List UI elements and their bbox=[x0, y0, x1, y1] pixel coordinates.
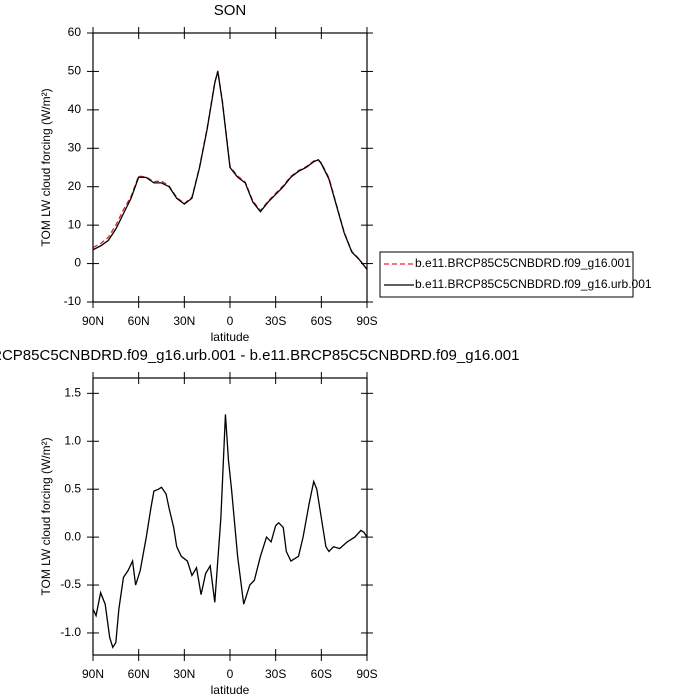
data-line bbox=[93, 71, 367, 270]
y-tick-label: 20 bbox=[68, 179, 82, 193]
y-tick-label: -0.5 bbox=[60, 577, 81, 591]
x-tick-label: 90S bbox=[356, 667, 377, 681]
x-axis-label: latitude bbox=[211, 683, 250, 697]
legend-label: b.e11.BRCP85C5CNBDRD.f09_g16.urb.001 bbox=[415, 277, 652, 291]
y-tick-label: -1.0 bbox=[60, 625, 81, 639]
x-tick-label: 60S bbox=[311, 314, 332, 328]
panel: SON latitude TOM LW cloud forcing (W/m²) -1… bbox=[39, 2, 652, 344]
plot-frame bbox=[92, 32, 368, 303]
y-axis-label: TOM LW cloud forcing (W/m²) bbox=[39, 88, 53, 246]
x-tick-label: 60N bbox=[128, 667, 150, 681]
chart-title: b.e11.BRCP85C5CNBDRD.f09_g16.urb.001 - b… bbox=[0, 347, 519, 364]
x-tick-label: 0 bbox=[227, 314, 234, 328]
x-tick-label: 90N bbox=[82, 667, 104, 681]
y-tick-label: 10 bbox=[68, 217, 82, 231]
y-tick-label: 30 bbox=[68, 140, 82, 154]
chart-title: SON bbox=[214, 2, 247, 19]
y-tick-label: 1.0 bbox=[64, 433, 81, 447]
x-tick-label: 30S bbox=[265, 314, 286, 328]
y-tick-label: 0.5 bbox=[64, 481, 81, 495]
y-axis-label: TOM LW cloud forcing (W/m²) bbox=[39, 437, 53, 595]
y-tick-label: 60 bbox=[68, 25, 82, 39]
plot-frame bbox=[92, 377, 368, 656]
y-tick-label: 40 bbox=[68, 102, 82, 116]
x-tick-label: 30N bbox=[173, 314, 195, 328]
x-tick-label: 90N bbox=[82, 314, 104, 328]
y-tick-label: 50 bbox=[68, 64, 82, 78]
legend-box bbox=[379, 251, 634, 298]
x-axis-label: latitude bbox=[211, 330, 250, 344]
x-tick-label: 30S bbox=[265, 667, 286, 681]
panel: b.e11.BRCP85C5CNBDRD.f09_g16.urb.001 - b… bbox=[0, 347, 519, 697]
x-tick-label: 60N bbox=[128, 314, 150, 328]
y-tick-label: 1.5 bbox=[64, 386, 81, 400]
x-tick-label: 90S bbox=[356, 314, 377, 328]
y-tick-label: -10 bbox=[64, 294, 82, 308]
x-tick-label: 0 bbox=[227, 667, 234, 681]
x-tick-label: 60S bbox=[311, 667, 332, 681]
y-tick-label: 0.0 bbox=[64, 529, 81, 543]
x-tick-label: 30N bbox=[173, 667, 195, 681]
legend-label: b.e11.BRCP85C5CNBDRD.f09_g16.001 bbox=[415, 256, 631, 270]
y-tick-label: 0 bbox=[74, 256, 81, 270]
data-line bbox=[93, 414, 367, 649]
data-line bbox=[93, 70, 367, 270]
